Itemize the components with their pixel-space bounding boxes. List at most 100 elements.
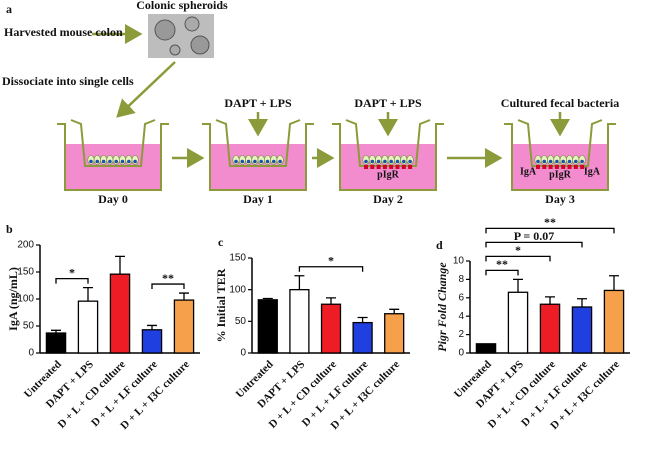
nucleus [114,159,118,164]
significance-bracket [151,283,185,290]
y-tick-label: 2 [458,329,464,340]
nucleus [272,159,276,164]
pigr [370,165,375,169]
significance-bracket [485,255,551,262]
bar [603,289,625,354]
nucleus [574,159,578,164]
bar [352,321,373,354]
nucleus [364,159,368,164]
nucleus [95,159,100,164]
nucleus [127,159,131,164]
panel-label: a [6,2,12,16]
error-bar [357,316,368,323]
side-label: IgA [520,166,537,177]
bar [45,332,67,354]
pigr [548,165,553,169]
spheroid [154,19,176,41]
nucleus [561,159,565,164]
error-bar [115,255,125,275]
marker-label: pIgR [549,169,571,180]
nucleus [580,159,584,164]
pigr [542,165,547,169]
arrow [116,61,176,118]
bar [320,303,342,354]
nucleus [133,159,137,164]
pigr [554,165,559,169]
nucleus [548,159,553,164]
bar [571,306,593,354]
y-tick-label: 50 [23,321,35,332]
nucleus [376,159,381,164]
pigr [376,165,381,169]
significance-label: * [515,243,521,257]
insert [215,119,301,167]
bar [257,299,278,354]
source-label: Harvested mouse colon [4,25,123,39]
significance-label: ** [162,271,174,285]
significance-bracket [485,269,519,276]
bar [384,313,405,354]
well [504,123,616,191]
y-tick-label: 8 [458,274,464,285]
treatment-label: DAPT + LPS [354,96,422,110]
nucleus [389,159,394,164]
nucleus [370,159,375,164]
bar [77,300,99,354]
pigr [364,165,368,169]
nucleus [234,159,238,164]
bar [289,289,310,354]
nucleus [108,159,112,164]
bar [173,299,195,354]
nucleus [120,159,125,164]
pigr [561,165,566,169]
significance-label: ** [544,215,556,229]
error-bar [577,298,587,307]
well [202,123,314,191]
y-tick-label: 0 [240,348,246,359]
spheroid [169,44,181,56]
y-tick-label: 100 [17,294,34,305]
significance-label: * [69,265,75,279]
significance-label: * [328,253,334,267]
nucleus [240,159,245,164]
nucleus [555,159,559,164]
significance-label: ** [496,257,508,271]
day-label: Day 0 [98,192,128,206]
y-axis-label: IgA (ng/mL) [6,267,20,331]
significance-bracket [485,241,583,248]
significance-bracket [55,278,89,284]
error-bar [294,275,305,290]
diagram [92,14,503,168]
nucleus [383,159,387,164]
error-bar [147,324,157,330]
y-axis-label: % Initial TER [214,268,228,342]
pigr [573,165,578,169]
bar [109,273,131,354]
pigr [395,165,400,169]
marker-label: pIgR [377,169,399,180]
panel-label: b [6,222,13,236]
spheroid [190,35,210,55]
well [332,123,444,191]
nucleus [567,159,572,164]
nucleus [89,159,93,164]
error-bar [513,278,523,293]
y-tick-label: 100 [229,284,246,295]
y-tick-label: 150 [17,267,34,278]
pigr [389,165,394,169]
insert [517,119,603,167]
pigr [408,165,413,169]
day-label: Day 2 [373,192,403,206]
significance-bracket [298,266,364,272]
error-bar [389,308,400,314]
y-tick-label: 200 [17,240,34,251]
nucleus [253,159,257,164]
pigr [382,165,387,169]
nucleus [542,159,547,164]
insert [70,119,156,167]
pigr [401,165,406,169]
y-tick-label: 0 [458,348,464,359]
significance-label: P = 0.07 [514,229,555,243]
nucleus [265,159,270,164]
